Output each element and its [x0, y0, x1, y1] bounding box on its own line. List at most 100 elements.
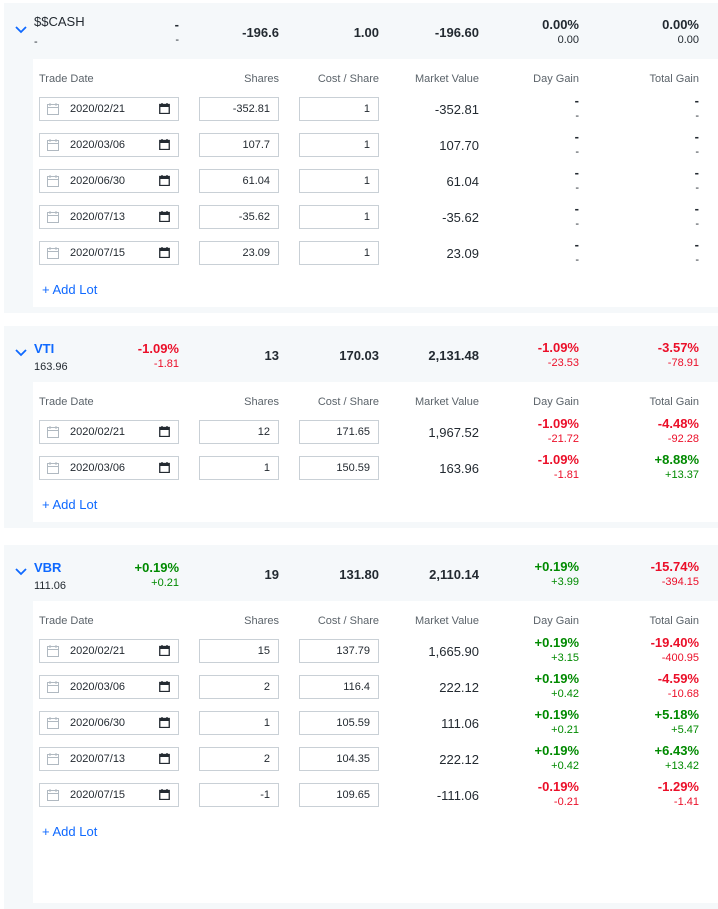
trade-date-input[interactable]: 2020/07/15 — [39, 783, 179, 807]
holding-total-gain-abs: -394.15 — [661, 576, 699, 588]
lot-day-gain-pct: +0.19% — [534, 671, 579, 686]
chevron-down-icon[interactable] — [14, 565, 28, 579]
holding-change-abs: - — [175, 34, 179, 46]
calendar-picker-icon[interactable] — [159, 426, 170, 437]
holding-day-gain-pct: -1.09% — [537, 340, 579, 355]
lot-day-gain-pct: -1.09% — [537, 452, 579, 467]
cost-share-input[interactable]: 1 — [299, 241, 379, 265]
holding-symbol[interactable]: VTI — [34, 341, 55, 356]
cost-share-input-value: 116.4 — [343, 681, 370, 693]
col-header-trade-date: Trade Date — [39, 615, 94, 627]
cost-share-input[interactable]: 104.35 — [299, 747, 379, 771]
col-header-day-gain: Day Gain — [533, 615, 579, 627]
shares-input[interactable]: 1 — [199, 711, 279, 735]
lots-table: Trade Date Shares Cost / Share Market Value… — [33, 382, 718, 522]
calendar-picker-icon[interactable] — [159, 247, 170, 258]
cost-share-input[interactable]: 171.65 — [299, 420, 379, 444]
shares-input[interactable]: 2 — [199, 675, 279, 699]
shares-input[interactable]: 61.04 — [199, 169, 279, 193]
holding-change-pct: - — [174, 17, 179, 32]
trade-date-value: 2020/02/21 — [70, 426, 126, 438]
calendar-picker-icon[interactable] — [159, 211, 170, 222]
add-lot-button[interactable]: + Add Lot — [42, 824, 98, 839]
trade-date-input[interactable]: 2020/06/30 — [39, 711, 179, 735]
shares-input-value: -35.62 — [238, 211, 270, 223]
col-header-market-value: Market Value — [415, 615, 479, 627]
trade-date-input[interactable]: 2020/03/06 — [39, 133, 179, 157]
trade-date-input[interactable]: 2020/02/21 — [39, 639, 179, 663]
trade-date-input[interactable]: 2020/06/30 — [39, 169, 179, 193]
holding-day-gain-pct: 0.00% — [542, 17, 579, 32]
cost-share-input[interactable]: 1 — [299, 169, 379, 193]
cost-share-input[interactable]: 105.59 — [299, 711, 379, 735]
cost-share-input[interactable]: 116.4 — [299, 675, 379, 699]
calendar-picker-icon[interactable] — [159, 462, 170, 473]
holding-summary-row[interactable]: $$CASH - - - -196.6 1.00 -196.60 0.00% 0.00 0.00%… — [4, 3, 718, 59]
shares-input[interactable]: 107.7 — [199, 133, 279, 157]
chevron-down-icon[interactable] — [14, 23, 28, 37]
calendar-picker-icon[interactable] — [159, 175, 170, 186]
cost-share-input-value: 1 — [363, 175, 370, 187]
add-lot-button[interactable]: + Add Lot — [42, 282, 98, 297]
shares-input[interactable]: 23.09 — [199, 241, 279, 265]
holding-cost-share: 1.00 — [353, 25, 379, 40]
shares-input[interactable]: 15 — [199, 639, 279, 663]
trade-date-input[interactable]: 2020/07/13 — [39, 747, 179, 771]
cost-share-input[interactable]: 1 — [299, 133, 379, 157]
calendar-picker-icon[interactable] — [159, 789, 170, 800]
shares-input[interactable]: -35.62 — [199, 205, 279, 229]
trade-date-input[interactable]: 2020/07/15 — [39, 241, 179, 265]
calendar-picker-icon[interactable] — [159, 717, 170, 728]
lot-total-gain-abs: +13.37 — [665, 469, 699, 481]
holding-summary-row[interactable]: VBR 111.06 +0.19% +0.21 19 131.80 2,110.14 +0.1… — [4, 545, 718, 601]
lot-market-value: 1,967.52 — [428, 425, 479, 440]
shares-input[interactable]: 12 — [199, 420, 279, 444]
lots-panel: Trade Date Shares Cost / Share Market Value… — [4, 601, 718, 909]
holding-shares: 13 — [264, 348, 279, 363]
lot-total-gain-pct: - — [694, 165, 699, 180]
holding-total-gain-pct: 0.00% — [662, 17, 699, 32]
holding-vti: VTI 163.96 -1.09% -1.81 13 170.03 2,131.48 -1.0… — [4, 326, 718, 528]
trade-date-input[interactable]: 2020/02/21 — [39, 97, 179, 121]
lot-total-gain-abs: - — [695, 254, 699, 266]
cost-share-input[interactable]: 1 — [299, 97, 379, 121]
trade-date-input[interactable]: 2020/07/13 — [39, 205, 179, 229]
holding-symbol[interactable]: $$CASH — [34, 14, 85, 29]
shares-input[interactable]: -352.81 — [199, 97, 279, 121]
shares-input-value: -352.81 — [232, 103, 270, 115]
calendar-picker-icon[interactable] — [159, 681, 170, 692]
trade-date-input[interactable]: 2020/02/21 — [39, 420, 179, 444]
shares-input[interactable]: 2 — [199, 747, 279, 771]
lot-day-gain-pct: +0.19% — [534, 707, 579, 722]
cost-share-input[interactable]: 109.65 — [299, 783, 379, 807]
calendar-picker-icon[interactable] — [159, 103, 170, 114]
calendar-picker-icon[interactable] — [159, 753, 170, 764]
lot-market-value: 23.09 — [446, 246, 479, 261]
shares-input[interactable]: 1 — [199, 456, 279, 480]
cost-share-input[interactable]: 150.59 — [299, 456, 379, 480]
add-lot-button[interactable]: + Add Lot — [42, 497, 98, 512]
shares-input[interactable]: -1 — [199, 783, 279, 807]
lot-total-gain-pct: - — [694, 129, 699, 144]
holding-summary-row[interactable]: VTI 163.96 -1.09% -1.81 13 170.03 2,131.48 -1.0… — [4, 326, 718, 382]
col-header-total-gain: Total Gain — [649, 73, 699, 85]
lot-day-gain-pct: - — [574, 129, 579, 144]
trade-date-input[interactable]: 2020/03/06 — [39, 456, 179, 480]
chevron-down-icon[interactable] — [14, 346, 28, 360]
calendar-picker-icon[interactable] — [159, 645, 170, 656]
lot-day-gain-pct: +0.19% — [534, 635, 579, 650]
calendar-picker-icon[interactable] — [159, 139, 170, 150]
calendar-placeholder-icon — [47, 211, 59, 223]
trade-date-input[interactable]: 2020/03/06 — [39, 675, 179, 699]
calendar-placeholder-icon — [47, 247, 59, 259]
col-header-shares: Shares — [244, 615, 279, 627]
lot-day-gain-abs: -21.72 — [547, 433, 579, 445]
col-header-total-gain: Total Gain — [649, 615, 699, 627]
holding-symbol[interactable]: VBR — [34, 560, 62, 575]
holding-total-gain-abs: 0.00 — [677, 34, 699, 46]
cost-share-input[interactable]: 137.79 — [299, 639, 379, 663]
holding-total-gain-pct: -3.57% — [657, 340, 699, 355]
calendar-placeholder-icon — [47, 462, 59, 474]
cost-share-input[interactable]: 1 — [299, 205, 379, 229]
trade-date-value: 2020/03/06 — [70, 462, 126, 474]
